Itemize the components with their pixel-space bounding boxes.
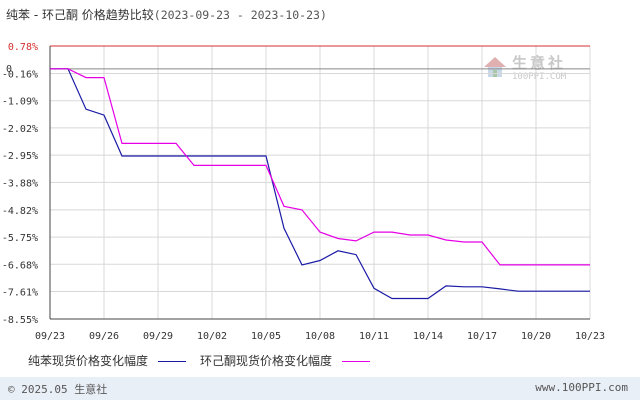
y-tick-label: -3.88%: [2, 178, 38, 189]
x-tick-label: 10/20: [521, 331, 551, 342]
legend-label-series2: 环己酮现货价格变化幅度: [200, 354, 333, 368]
y-tick-label: -1.09%: [2, 97, 38, 108]
y-tick-label: -4.82%: [2, 206, 38, 217]
y-tick-label: 0.78%: [8, 42, 38, 53]
x-tick-label: 09/26: [89, 331, 119, 342]
legend-item-series2: 环己酮现货价格变化幅度: [200, 352, 371, 369]
x-tick-label: 09/29: [143, 331, 173, 342]
tick-label-layer: 0.78% -0.16% -1.09% -2.02% -2.95% -3.88% -4.82…: [2, 42, 605, 342]
series-line-2: [50, 68, 590, 266]
x-tick-label: 10/14: [413, 331, 443, 342]
chart-title: 纯苯 - 环己酮 价格趋势比较(2023-09-23 - 2023-10-23): [6, 6, 327, 23]
zero-axis-label: 0: [6, 64, 12, 75]
x-tick-label: 10/05: [251, 331, 281, 342]
x-tick-label: 10/23: [575, 331, 605, 342]
legend-swatch-series2: [342, 361, 371, 362]
series-layer: [50, 68, 590, 300]
y-tick-label: -2.02%: [2, 124, 38, 135]
y-tick-label: -7.61%: [2, 287, 38, 298]
watermark-url: 100PPI.COM: [512, 72, 567, 82]
axis-layer: [49, 45, 590, 320]
y-tick-label: -2.95%: [2, 151, 38, 162]
x-tick-label: 09/23: [35, 331, 65, 342]
footer-copyright: © 2025.05 生意社: [8, 383, 108, 396]
chart-title-main: 纯苯 - 环己酮 价格趋势比较: [6, 8, 154, 22]
footer-bar: [0, 377, 640, 400]
y-tick-label: -5.75%: [2, 233, 38, 244]
x-tick-label: 10/02: [197, 331, 227, 342]
y-tick-label: -8.55%: [2, 315, 38, 326]
watermark-name: 生意社: [512, 54, 567, 72]
x-tick-label: 10/17: [467, 331, 497, 342]
chart-title-dates: (2023-09-23 - 2023-10-23): [153, 8, 327, 22]
y-tick-label: -6.68%: [2, 260, 38, 271]
x-tick-label: 10/08: [305, 331, 335, 342]
legend-label-series1: 纯苯现货价格变化幅度: [28, 354, 149, 368]
legend-swatch-series1: [158, 361, 187, 362]
y-tick-label: -0.16%: [2, 70, 38, 81]
grid-layer: [49, 45, 591, 320]
line-chart: 0.78% -0.16% -1.09% -2.02% -2.95% -3.88% -4.82…: [2, 42, 605, 342]
footer-site-link[interactable]: www.100PPI.com: [535, 381, 628, 394]
x-tick-label: 10/11: [359, 331, 389, 342]
legend-item-series1: 纯苯现货价格变化幅度: [28, 352, 187, 369]
series-line-1: [50, 68, 590, 300]
